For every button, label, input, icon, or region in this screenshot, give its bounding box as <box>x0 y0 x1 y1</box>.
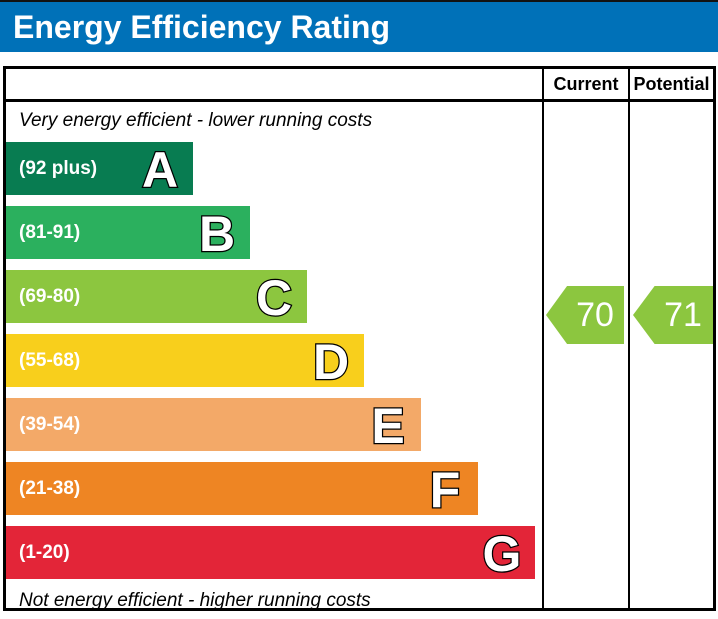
band-a-letter: A <box>141 142 180 195</box>
epc-rating-table: Current Potential Very energy efficient … <box>3 66 716 611</box>
band-a: (92 plus) A <box>6 142 193 195</box>
band-e-letter: E <box>370 398 406 451</box>
band-g-range-label: (1-20) <box>19 541 70 563</box>
band-b: (81-91) B <box>6 206 250 259</box>
potential-rating-arrow: 71 <box>633 286 713 344</box>
svg-text:C: C <box>256 270 292 323</box>
table-header-row: Current Potential <box>6 69 713 102</box>
top-note: Very energy efficient - lower running co… <box>19 110 373 131</box>
svg-text:G: G <box>483 526 522 579</box>
band-b-letter: B <box>198 206 237 259</box>
band-c-letter: C <box>255 270 294 323</box>
current-rating-value: 70 <box>576 295 614 334</box>
band-e: (39-54) E <box>6 398 421 451</box>
band-e-range-label: (39-54) <box>19 413 81 435</box>
page-title: Energy Efficiency Rating <box>13 8 390 45</box>
band-c-range-label: (69-80) <box>19 285 81 307</box>
band-f-range-label: (21-38) <box>19 477 81 499</box>
band-c: (69-80) C <box>6 270 307 323</box>
bottom-note: Not energy efficient - higher running co… <box>19 590 371 611</box>
svg-text:F: F <box>430 462 461 515</box>
bands-chart-area: Very energy efficient - lower running co… <box>6 102 542 611</box>
current-rating-arrow: 70 <box>546 286 624 344</box>
top-edge-line <box>0 0 718 2</box>
svg-text:B: B <box>199 206 235 259</box>
band-d-letter: D <box>312 334 351 387</box>
potential-rating-cell: 71 <box>628 102 713 608</box>
band-a-range-label: (92 plus) <box>19 157 98 179</box>
band-f: (21-38) F <box>6 462 478 515</box>
svg-text:D: D <box>313 334 349 387</box>
svg-text:A: A <box>142 142 178 195</box>
band-g: (1-20) G <box>6 526 535 579</box>
potential-column-header: Potential <box>628 69 713 99</box>
band-g-letter: G <box>481 526 522 579</box>
svg-text:E: E <box>371 398 404 451</box>
title-bar: Energy Efficiency Rating <box>0 2 718 52</box>
band-d: (55-68) D <box>6 334 364 387</box>
table-body-row: Very energy efficient - lower running co… <box>6 102 713 611</box>
potential-rating-value: 71 <box>664 295 702 334</box>
header-spacer-cell <box>6 69 542 99</box>
band-f-letter: F <box>428 462 461 515</box>
current-rating-cell: 70 <box>542 102 628 608</box>
current-column-header: Current <box>542 69 628 99</box>
band-d-range-label: (55-68) <box>19 349 81 371</box>
band-b-range-label: (81-91) <box>19 221 81 243</box>
rating-bands: (92 plus) A (81-91) B (69-80) C <box>6 142 542 579</box>
